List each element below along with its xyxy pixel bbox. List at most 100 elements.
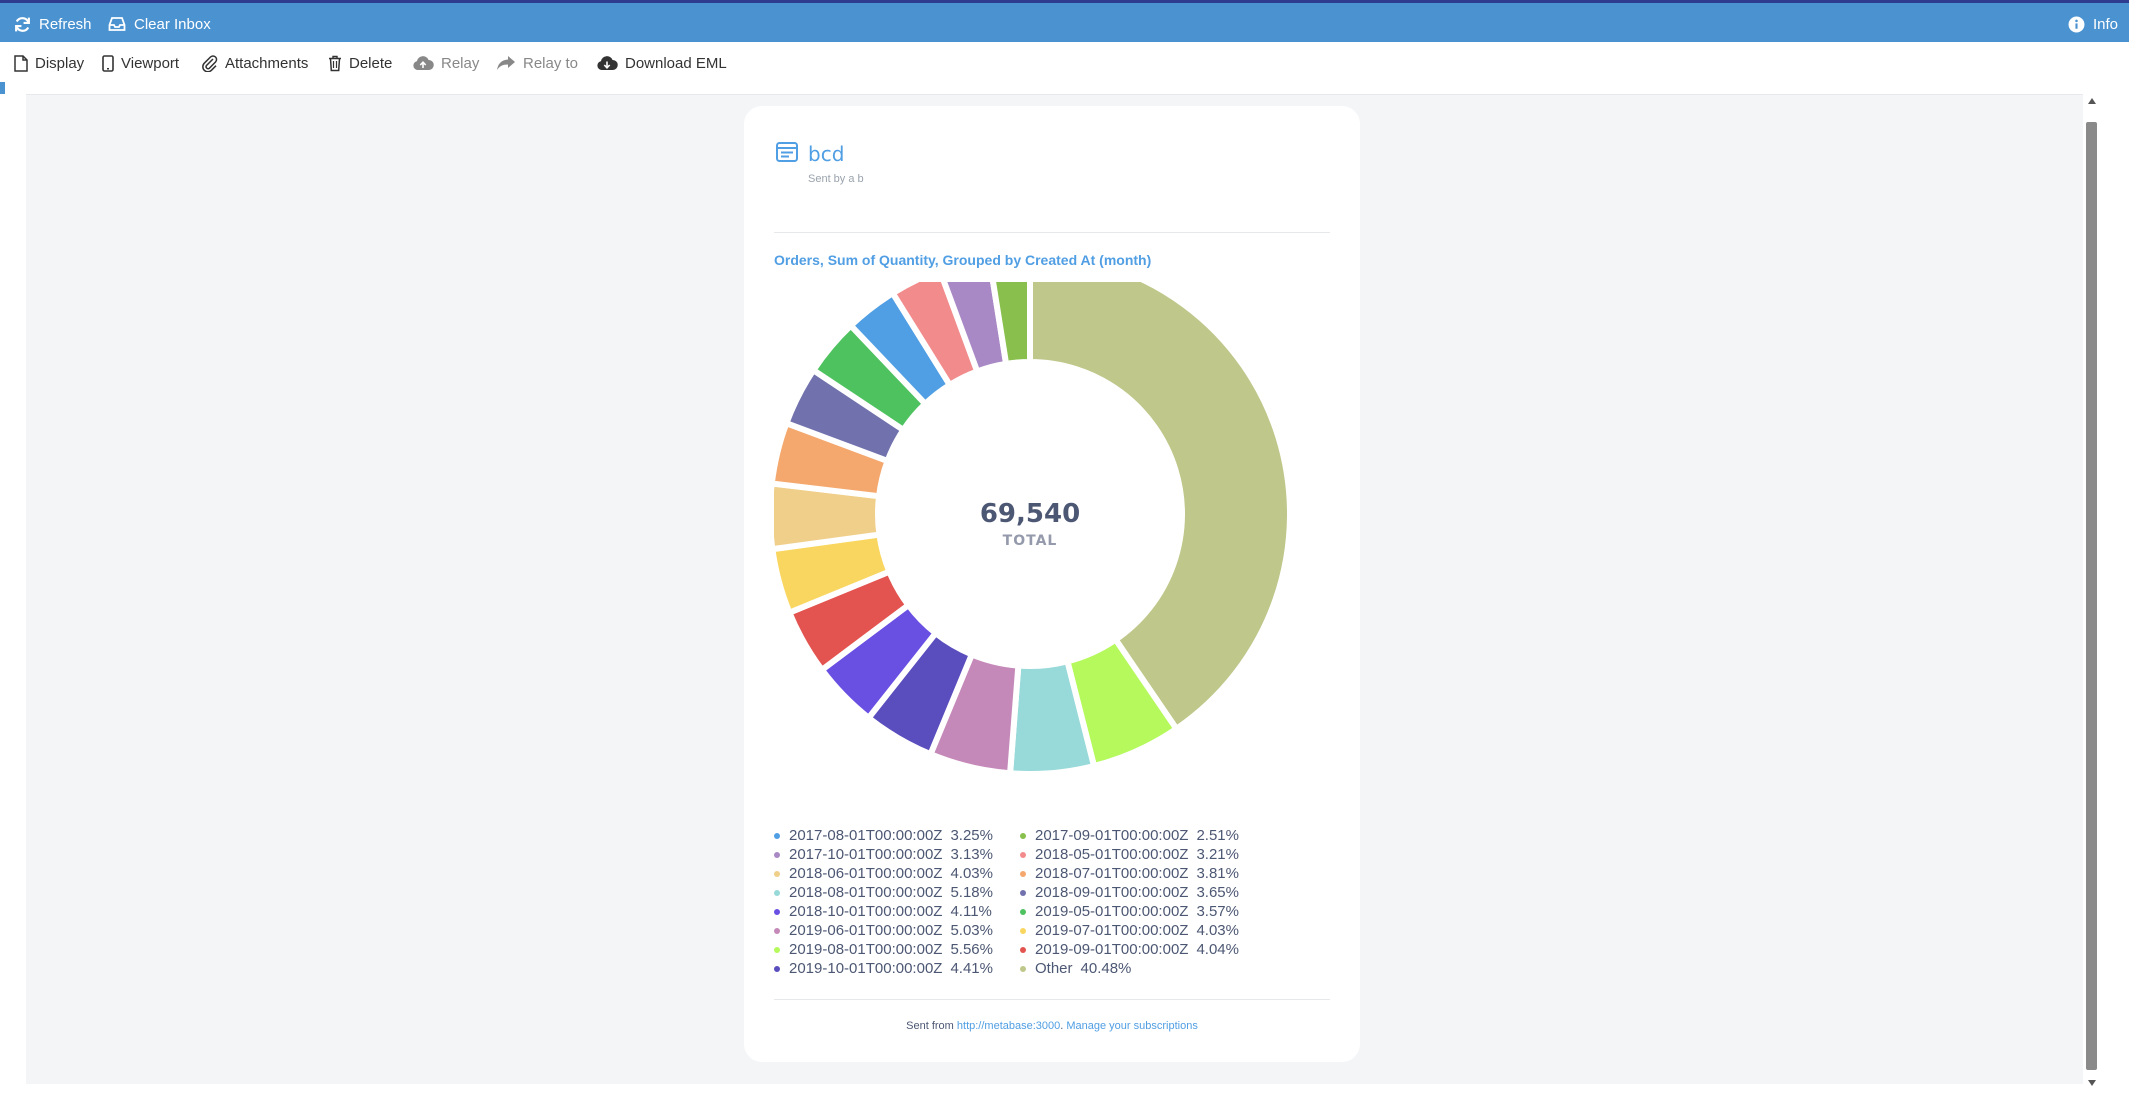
file-icon: [14, 54, 28, 72]
legend-dot: [774, 946, 780, 953]
legend-label: 2019-09-01T00:00:00Z: [1035, 941, 1189, 958]
relay-label: Relay: [441, 54, 480, 72]
legend-item: 2018-08-01T00:00:00Z 5.18%: [774, 883, 993, 902]
clear-inbox-button[interactable]: Clear Inbox: [108, 11, 211, 37]
legend-item: 2017-09-01T00:00:00Z 2.51%: [1020, 826, 1239, 845]
download-eml-button[interactable]: Download EML: [596, 52, 727, 74]
relay-button[interactable]: Relay: [412, 52, 479, 74]
legend-item: 2019-08-01T00:00:00Z 5.56%: [774, 940, 993, 959]
inbox-icon: [108, 17, 126, 31]
dashboard-icon: [776, 142, 798, 162]
legend-label: 2018-09-01T00:00:00Z: [1035, 884, 1189, 901]
download-eml-label: Download EML: [625, 54, 727, 72]
attachments-label: Attachments: [225, 54, 309, 72]
legend-dot: [1020, 889, 1026, 896]
legend-label: 2019-08-01T00:00:00Z: [789, 941, 943, 958]
legend-item: 2018-10-01T00:00:00Z 4.11%: [774, 902, 992, 921]
refresh-button[interactable]: Refresh: [14, 11, 92, 37]
mobile-icon: [102, 54, 114, 72]
legend-dot: [774, 889, 780, 896]
legend-percent: 3.25%: [950, 827, 993, 844]
legend-percent: 40.48%: [1080, 960, 1132, 977]
legend-dot: [1020, 946, 1026, 953]
legend-label: 2018-07-01T00:00:00Z: [1035, 865, 1189, 882]
scroll-up-arrow-icon[interactable]: [2088, 98, 2096, 104]
legend-dot: [774, 832, 780, 839]
legend-dot: [774, 870, 780, 877]
legend-label: 2018-05-01T00:00:00Z: [1035, 846, 1189, 863]
email-card: bcd Sent by a b Orders, Sum of Quantity,…: [744, 106, 1360, 1062]
legend-label: 2017-08-01T00:00:00Z: [789, 827, 943, 844]
cloud-download-icon: [597, 56, 618, 70]
legend-dot: [1020, 927, 1026, 934]
scrollbar-thumb[interactable]: [2086, 122, 2097, 1070]
legend-percent: 4.03%: [1196, 922, 1239, 939]
legend-dot: [1020, 870, 1026, 877]
donut-chart: 69,540 TOTAL: [774, 282, 1293, 777]
legend-percent: 5.18%: [950, 884, 993, 901]
display-label: Display: [35, 54, 85, 72]
legend-dot: [1020, 965, 1026, 972]
legend-item: 2019-09-01T00:00:00Z 4.04%: [1020, 940, 1239, 959]
legend-item: 2019-10-01T00:00:00Z 4.41%: [774, 959, 993, 978]
legend-label: 2019-06-01T00:00:00Z: [789, 922, 943, 939]
chart-title: Orders, Sum of Quantity, Grouped by Crea…: [774, 252, 1152, 268]
relay-to-label: Relay to: [523, 54, 579, 72]
donut-slice-15: [990, 282, 1033, 367]
legend-dot: [774, 965, 780, 972]
donut-center-label: TOTAL: [1003, 533, 1058, 549]
legend-percent: 3.57%: [1196, 903, 1239, 920]
legend-label: 2019-07-01T00:00:00Z: [1035, 922, 1189, 939]
legend-percent: 4.11%: [950, 903, 992, 920]
legend-percent: 4.03%: [950, 865, 993, 882]
legend-item: 2018-09-01T00:00:00Z 3.65%: [1020, 883, 1239, 902]
legend-label: 2017-10-01T00:00:00Z: [789, 846, 943, 863]
viewport-button[interactable]: Viewport: [102, 52, 179, 74]
legend-label: Other: [1035, 960, 1073, 977]
legend-dot: [1020, 851, 1026, 858]
legend-percent: 4.04%: [1196, 941, 1239, 958]
legend-percent: 4.41%: [950, 960, 993, 977]
donut-slice-0: [1027, 282, 1293, 732]
legend-percent: 5.03%: [950, 922, 993, 939]
divider: [774, 232, 1330, 233]
legend-label: 2019-10-01T00:00:00Z: [789, 960, 943, 977]
trash-icon: [329, 55, 341, 71]
legend-percent: 5.56%: [950, 941, 993, 958]
divider: [774, 999, 1330, 1000]
legend-label: 2017-09-01T00:00:00Z: [1035, 827, 1189, 844]
email-subtitle: Sent by a b: [808, 173, 864, 185]
info-button[interactable]: Info: [2068, 11, 2118, 37]
display-button[interactable]: Display: [14, 52, 84, 74]
legend-percent: 3.81%: [1196, 865, 1239, 882]
legend-item: 2019-05-01T00:00:00Z 3.57%: [1020, 902, 1239, 921]
cloud-upload-icon: [413, 56, 434, 70]
delete-label: Delete: [349, 54, 393, 72]
legend-item: 2017-10-01T00:00:00Z 3.13%: [774, 845, 993, 864]
relay-to-button[interactable]: Relay to: [496, 52, 578, 74]
legend-item: 2019-06-01T00:00:00Z 5.03%: [774, 921, 993, 940]
refresh-label: Refresh: [39, 15, 92, 33]
donut-center-value: 69,540: [980, 499, 1080, 529]
legend-item: 2019-07-01T00:00:00Z 4.03%: [1020, 921, 1239, 940]
attachments-button[interactable]: Attachments: [202, 52, 308, 74]
preview-scrollbar[interactable]: [2083, 94, 2101, 1090]
delete-button[interactable]: Delete: [328, 52, 392, 74]
legend-dot: [1020, 832, 1026, 839]
refresh-icon: [15, 16, 30, 32]
legend-item: 2017-08-01T00:00:00Z 3.25%: [774, 826, 993, 845]
scroll-down-arrow-icon[interactable]: [2088, 1080, 2096, 1086]
legend-percent: 3.65%: [1196, 884, 1239, 901]
info-icon: [2068, 16, 2085, 32]
legend-dot: [1020, 908, 1026, 915]
legend-label: 2018-10-01T00:00:00Z: [789, 903, 943, 920]
top-bar: Refresh Clear Inbox Info: [0, 0, 2129, 42]
legend-label: 2018-08-01T00:00:00Z: [789, 884, 943, 901]
paperclip-icon: [202, 54, 218, 72]
legend-dot: [774, 927, 780, 934]
legend-item: 2018-05-01T00:00:00Z 3.21%: [1020, 845, 1239, 864]
legend-item: 2018-06-01T00:00:00Z 4.03%: [774, 864, 993, 883]
metabase-link[interactable]: http://metabase:3000: [956, 1020, 1061, 1032]
manage-subscriptions-link[interactable]: Manage your subscriptions: [1066, 1020, 1198, 1032]
footer-prefix: Sent from: [906, 1020, 957, 1032]
